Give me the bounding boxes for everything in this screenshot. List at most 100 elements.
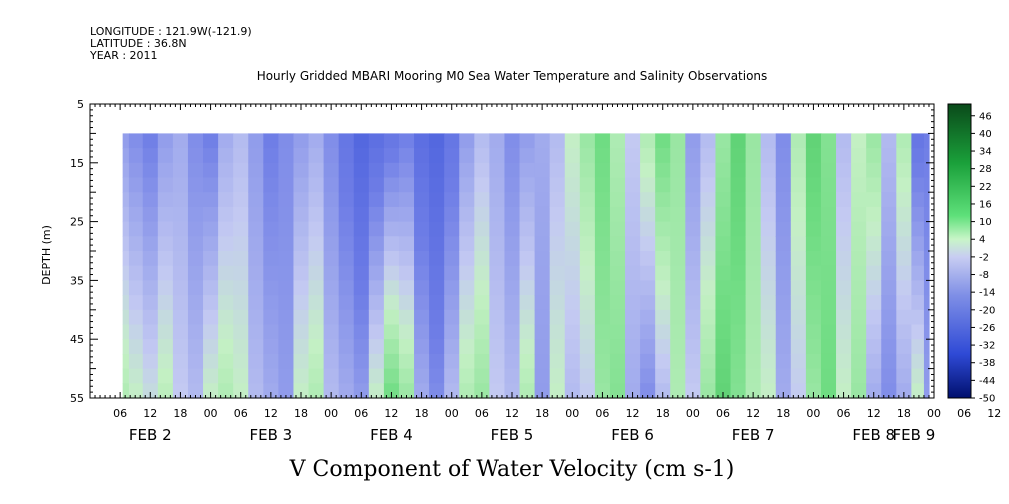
heatmap-cell [323,280,340,296]
heatmap-cell [338,339,355,355]
heatmap-cell [157,324,174,340]
heatmap-cell [308,353,325,370]
heatmap-cell [625,353,641,370]
x-hour-tick-label: 12 [264,407,278,420]
heatmap-cell [157,383,174,399]
heatmap-cell [353,324,370,340]
heatmap-field [122,133,930,399]
heatmap-cell [474,177,490,193]
heatmap-cell [263,162,279,179]
heatmap-cell [172,295,189,311]
heatmap-cell [233,236,249,252]
heatmap-cell [609,192,626,208]
heatmap-cell [248,236,264,252]
heatmap-cell [278,353,295,370]
heatmap-cell [625,162,641,179]
heatmap-cell [534,280,551,296]
heatmap-cell [534,206,551,223]
y-tick-label: 35 [70,274,84,287]
heatmap-cell [715,280,732,296]
heatmap-cell [142,309,159,326]
heatmap-cell [489,353,506,370]
heatmap-cell [172,265,189,281]
heatmap-cell [609,206,626,223]
heatmap-cell [278,162,295,179]
heatmap-cell [896,133,912,149]
heatmap-cell [489,339,506,355]
heatmap-cell [594,221,611,237]
heatmap-cell [122,353,130,370]
heatmap-cell [187,383,204,399]
heatmap-cell [128,280,144,296]
heatmap-cell [685,368,701,384]
heatmap-cell [323,295,340,311]
heatmap-cell [820,177,837,193]
heatmap-cell [866,192,882,208]
heatmap-cell [745,236,762,252]
heatmap-cell [760,383,777,399]
heatmap-cell [911,133,925,149]
heatmap-cell [128,251,144,267]
heatmap-cell [368,177,385,193]
heatmap-cell [896,251,912,267]
heatmap-cell [278,280,295,296]
heatmap-cell [579,192,596,208]
heatmap-cell [157,309,174,326]
heatmap-cell [896,383,912,399]
heatmap-cell [157,295,174,311]
heatmap-cell [489,265,506,281]
heatmap-cell [172,148,189,164]
heatmap-cell [896,295,912,311]
heatmap-cell [233,265,249,281]
heatmap-cell [881,295,897,311]
heatmap-cell [923,339,930,355]
heatmap-cell [459,148,475,164]
heatmap-cell [353,251,370,267]
heatmap-cell [128,353,144,370]
heatmap-cell [911,192,925,208]
heatmap-cell [128,265,144,281]
heatmap-cell [414,265,430,281]
heatmap-cell [489,295,506,311]
heatmap-cell [594,280,611,296]
heatmap-cell [851,192,867,208]
heatmap-cell [820,280,837,296]
heatmap-cell [383,353,400,370]
heatmap-cell [923,206,930,223]
heatmap-cell [398,192,415,208]
heatmap-cell [760,192,777,208]
heatmap-cell [128,221,144,237]
colorbar-tick-label: 4 [979,235,985,246]
heatmap-cell [519,177,536,193]
heatmap-cell [323,368,340,384]
heatmap-cell [579,339,596,355]
heatmap-cell [444,192,460,208]
heatmap-cell [308,339,325,355]
heatmap-cell [398,324,415,340]
heatmap-cell [459,206,475,223]
x-hour-tick-label: 00 [445,407,459,420]
heatmap-cell [625,251,641,267]
heatmap-cell [308,368,325,384]
heatmap-cell [218,295,234,311]
heatmap-cell [805,206,822,223]
heatmap-cell [203,280,219,296]
heatmap-cell [459,133,475,149]
heatmap-cell [278,148,295,164]
heatmap-cell [881,280,897,296]
heatmap-cell [685,339,701,355]
heatmap-cell [851,295,867,311]
heatmap-cell [715,133,732,149]
heatmap-cell [429,162,445,179]
heatmap-cell [730,192,747,208]
heatmap-cell [775,133,792,149]
heatmap-cell [142,265,159,281]
heatmap-cell [670,324,686,340]
heatmap-cell [459,368,475,384]
heatmap-cell [896,324,912,340]
heatmap-cell [128,309,144,326]
x-day-label: FEB 2 [129,426,172,444]
heatmap-cell [122,324,130,340]
heatmap-cell [293,206,310,223]
heatmap-cell [308,265,325,281]
